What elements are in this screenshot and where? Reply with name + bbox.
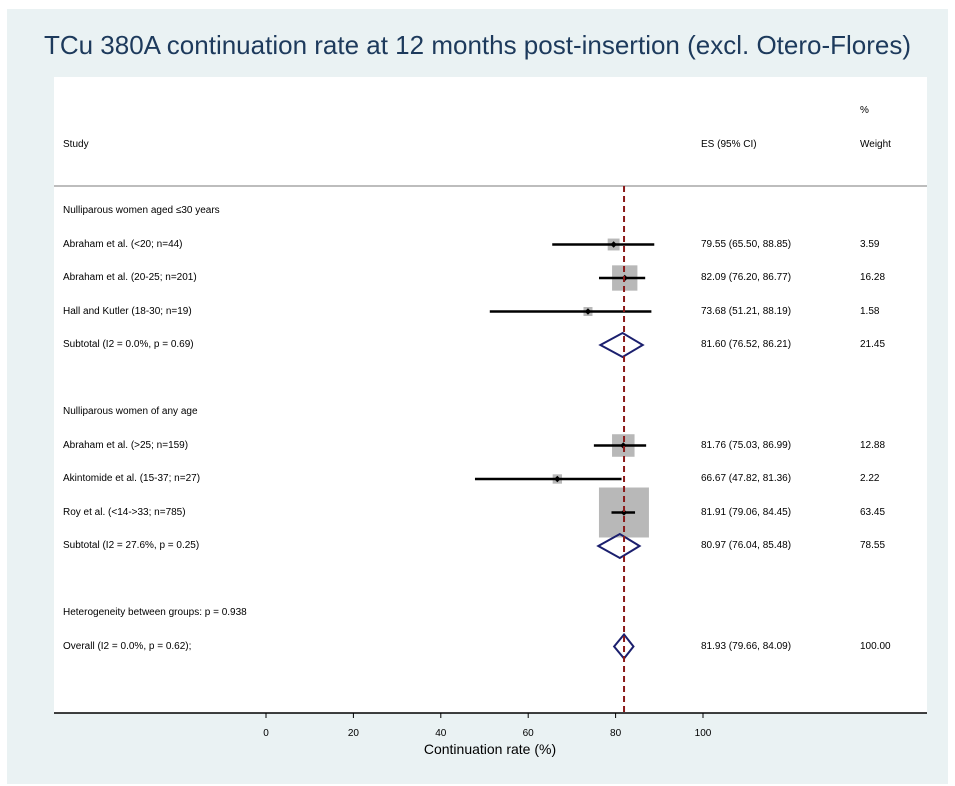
weight-label: 21.45 [860, 339, 886, 350]
chart-title: TCu 380A continuation rate at 12 months … [43, 30, 912, 60]
group-label: Nulliparous women aged ≤30 years [63, 205, 220, 216]
weight-label: 12.88 [860, 439, 886, 451]
row-label: Abraham et al. (>25; n=159) [63, 439, 189, 451]
es-ci-label: 66.67 (47.82, 81.36) [701, 473, 792, 484]
weight-label: 16.28 [860, 272, 886, 283]
x-axis-label: Continuation rate (%) [423, 741, 557, 757]
weight-label: 3.59 [860, 238, 880, 250]
x-tick-label: 40 [435, 728, 447, 739]
row-label: Hall and Kutler (18-30; n=19) [63, 305, 192, 317]
row-label: Roy et al. (<14->33; n=785) [63, 506, 186, 518]
x-tick-label: 100 [694, 728, 712, 739]
x-tick-label: 60 [522, 728, 534, 739]
point-estimate [620, 509, 628, 516]
weight-label: 1.58 [860, 305, 880, 317]
es-ci-label: 73.68 (51.21, 88.19) [701, 305, 792, 317]
weight-label: 63.45 [860, 506, 886, 518]
x-tick-label: 0 [263, 728, 269, 739]
row-label: Abraham et al. (20-25; n=201) [63, 272, 197, 283]
es-ci-label: 81.93 (79.66, 84.09) [701, 640, 792, 652]
row-label: Akintomide et al. (15-37; n=27) [63, 473, 201, 484]
row-label: Subtotal (I2 = 27.6%, p = 0.25) [63, 540, 200, 551]
header-es: ES (95% CI) [701, 139, 757, 150]
plot-region [54, 77, 927, 713]
point-estimate [620, 442, 627, 449]
weight-label: 2.22 [860, 473, 880, 484]
header-weight: Weight [860, 139, 891, 150]
subtotal-diamond [596, 532, 642, 560]
es-ci-label: 80.97 (76.04, 85.48) [701, 540, 792, 551]
row-label: Subtotal (I2 = 0.0%, p = 0.69) [63, 339, 194, 350]
weight-label: 100.00 [860, 640, 891, 652]
es-ci-label: 81.76 (75.03, 86.99) [701, 439, 792, 451]
row-label: Overall (I2 = 0.0%, p = 0.62); [63, 640, 192, 652]
row-label: Abraham et al. (<20; n=44) [63, 238, 183, 250]
es-ci-label: 82.09 (76.20, 86.77) [701, 272, 792, 283]
es-ci-label: 81.60 (76.52, 86.21) [701, 339, 792, 350]
header-study: Study [63, 139, 89, 150]
header-weight-pct: % [860, 105, 869, 116]
x-tick-label: 20 [347, 728, 359, 739]
weight-label: 78.55 [860, 540, 886, 551]
point-estimate [554, 475, 561, 483]
group-label: Nulliparous women of any age [63, 406, 198, 417]
group-label: Heterogeneity between groups: p = 0.938 [63, 607, 247, 618]
es-ci-label: 79.55 (65.50, 88.85) [701, 238, 792, 250]
es-ci-label: 81.91 (79.06, 84.45) [701, 506, 792, 518]
point-estimate [610, 241, 617, 248]
overall-diamond [612, 632, 635, 661]
x-tick-label: 80 [610, 728, 622, 739]
point-estimate [584, 308, 592, 315]
subtotal-diamond [598, 331, 645, 359]
